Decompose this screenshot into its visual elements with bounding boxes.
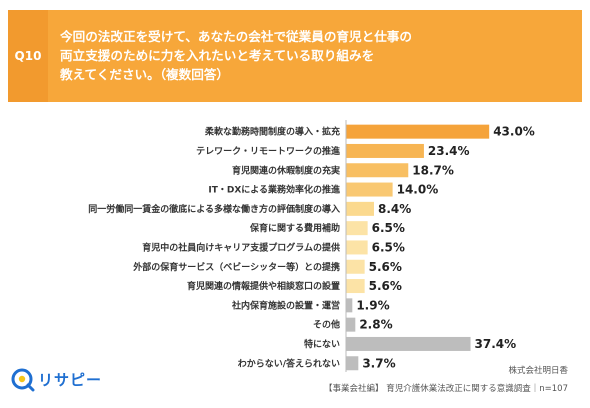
value-label: 43.0% — [493, 125, 535, 139]
risapy-logo-icon — [11, 368, 35, 392]
value-label: 6.5% — [372, 221, 405, 235]
value-label: 5.6% — [369, 279, 402, 293]
value-label: 2.8% — [359, 318, 392, 332]
question-header: Q10 今回の法改正を受けて、あなたの会社で従業員の育児と仕事の 両立支援のため… — [8, 10, 582, 102]
bar — [346, 240, 368, 255]
bar — [346, 163, 409, 178]
question-line-1: 今回の法改正を受けて、あなたの会社で従業員の育児と仕事の — [60, 29, 412, 44]
question-line-2: 両立支援のために力を入れたいと考えている取り組みを — [60, 48, 375, 63]
value-label: 8.4% — [378, 202, 411, 216]
category-label: 保育に関する費用補助 — [249, 222, 340, 234]
bar — [346, 317, 356, 332]
bar — [346, 143, 424, 158]
category-label: 育児関連の情報提供や相談窓口の設置 — [187, 280, 340, 292]
bar — [346, 356, 359, 371]
category-label: わからない/答えられない — [238, 357, 340, 369]
category-label: その他 — [313, 319, 340, 331]
question-number: Q10 — [8, 10, 48, 102]
category-label: IT・DXによる業務効率化の推進 — [208, 184, 341, 196]
bar — [346, 182, 393, 197]
bar-chart-svg: 柔軟な勤務時間制度の導入・拡充 43.0% テレワーク・リモートワークの推進 23.4… — [88, 120, 535, 372]
logo-text: リサピー — [38, 370, 103, 389]
bar — [346, 201, 374, 216]
value-label: 5.6% — [369, 260, 402, 274]
category-label: 育児関連の休暇制度の充実 — [232, 164, 340, 176]
risapy-logo: リサピー — [10, 366, 102, 392]
bar — [346, 336, 471, 351]
bar-chart: 柔軟な勤務時間制度の導入・拡充 43.0% テレワーク・リモートワークの推進 23.4… — [0, 112, 590, 372]
category-label: 育児中の社員向けキャリア支援プログラムの提供 — [142, 241, 340, 253]
value-label: 23.4% — [428, 144, 470, 158]
bar — [346, 259, 365, 274]
bar — [346, 221, 368, 236]
value-label: 1.9% — [356, 298, 389, 312]
question-text: 今回の法改正を受けて、あなたの会社で従業員の育児と仕事の 両立支援のために力を入… — [48, 10, 582, 102]
category-label: 外部の保育サービス（ベビーシッター等）との提携 — [132, 261, 340, 273]
value-label: 14.0% — [397, 183, 439, 197]
bar — [346, 124, 490, 139]
category-label: 同一労働同一賃金の徹底による多様な働き方の評価制度の導入 — [88, 203, 340, 215]
question-line-3: 教えてください。（複数回答） — [60, 67, 230, 82]
value-label: 37.4% — [475, 337, 517, 351]
bar — [346, 298, 353, 313]
footer-source: 【事業会社編】 育児介護休業法改正に関する意識調査｜n=107 — [324, 384, 568, 394]
category-label: 特にない — [304, 338, 340, 350]
footer-company: 株式会社明日香 — [508, 366, 568, 376]
category-label: 社内保育施設の設置・運営 — [231, 299, 340, 311]
value-label: 3.7% — [362, 356, 395, 370]
value-label: 18.7% — [412, 163, 454, 177]
value-label: 6.5% — [372, 240, 405, 254]
bar — [346, 279, 365, 294]
category-label: 柔軟な勤務時間制度の導入・拡充 — [204, 126, 340, 138]
category-label: テレワーク・リモートワークの推進 — [196, 145, 341, 157]
